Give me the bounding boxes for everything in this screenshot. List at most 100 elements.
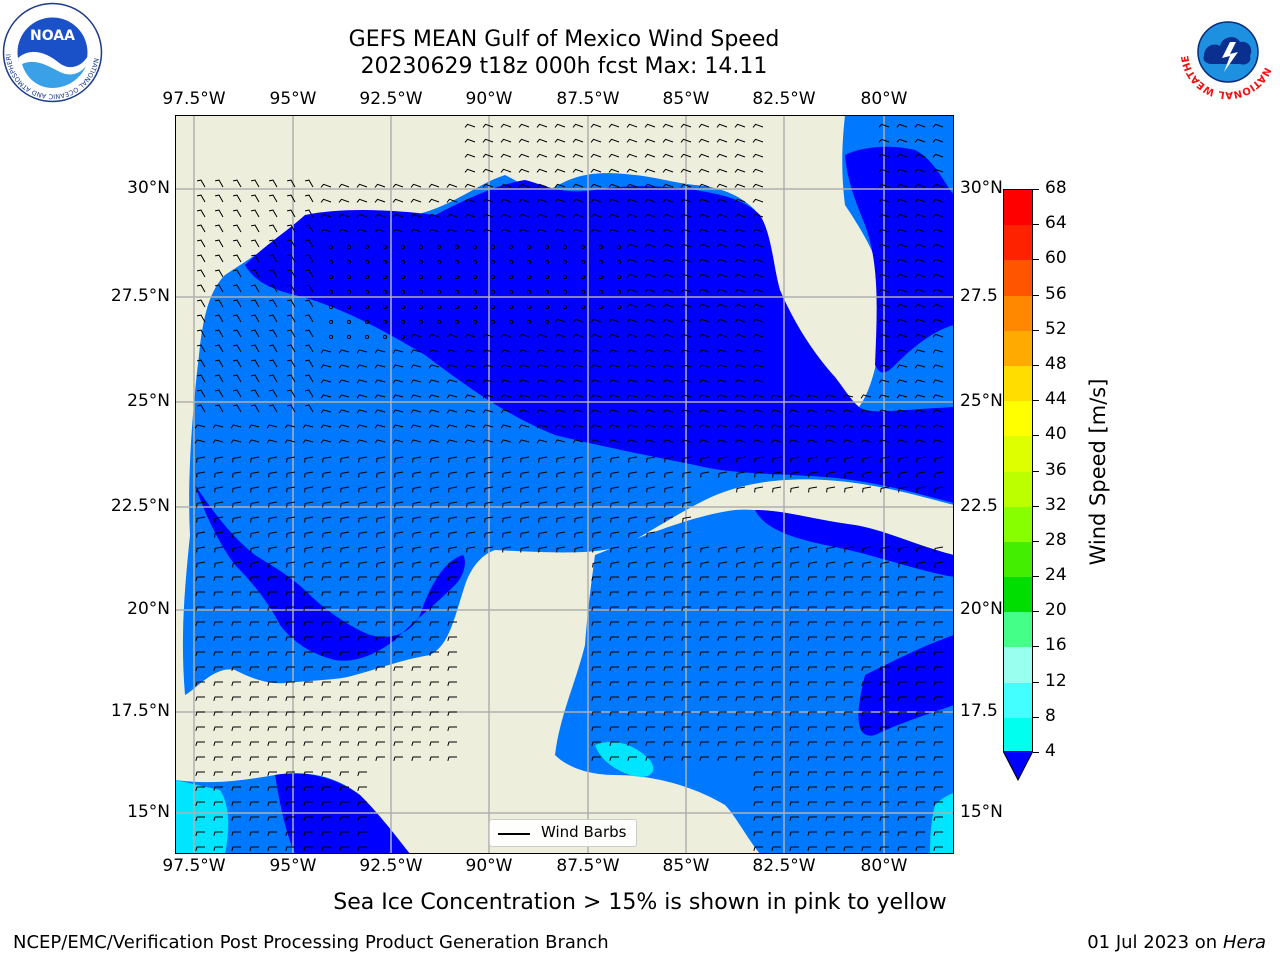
wind-barb — [502, 531, 512, 538]
wind-barb — [428, 409, 440, 414]
wind-barb — [464, 379, 476, 384]
wind-barb — [753, 606, 763, 611]
wind-barb — [843, 816, 853, 821]
wind-barb — [717, 666, 727, 671]
wind-barb — [400, 244, 406, 250]
wind-barb — [932, 288, 944, 293]
wind-barb — [392, 439, 404, 444]
wind-barb — [572, 409, 584, 414]
wind-barb — [861, 831, 871, 836]
wind-barb — [232, 531, 242, 538]
wind-barb — [716, 213, 728, 218]
wind-barb — [267, 801, 277, 806]
wind-barb — [249, 846, 259, 851]
wind-barb — [340, 501, 350, 508]
wind-barb — [213, 711, 223, 716]
wind-barb — [734, 333, 746, 338]
wind-barb — [213, 741, 223, 746]
wind-barb — [518, 364, 530, 369]
wind-barb — [861, 591, 871, 596]
wind-barb — [717, 591, 727, 596]
wind-barb — [374, 213, 386, 218]
wind-barb — [933, 816, 943, 821]
wind-barb — [536, 228, 548, 233]
wind-barb — [591, 621, 601, 626]
lat-tick-right: 27.5 — [960, 286, 998, 306]
wind-barb — [482, 333, 494, 338]
wind-barb — [627, 591, 637, 596]
wind-barb — [753, 621, 763, 626]
wind-barb — [590, 394, 602, 399]
wind-barb — [861, 741, 871, 746]
wind-barb — [393, 576, 403, 581]
wind-barb — [826, 471, 836, 478]
wind-barb — [464, 228, 476, 233]
wind-barb — [662, 228, 674, 233]
wind-barb — [933, 771, 943, 776]
wind-barb — [375, 681, 385, 686]
wind-barb — [429, 636, 439, 641]
wind-barb — [843, 636, 853, 641]
lat-tick-left: 27.5°N — [110, 286, 170, 306]
wind-barb — [376, 471, 386, 478]
wind-barb — [490, 289, 496, 295]
wind-barb — [286, 486, 296, 493]
wind-barb — [554, 379, 566, 384]
wind-barb — [698, 213, 710, 218]
wind-barb — [896, 243, 908, 248]
wind-barb — [752, 394, 764, 399]
wind-barb — [826, 561, 836, 568]
wind-barb — [267, 711, 277, 716]
wind-barb — [285, 636, 295, 641]
wind-barb — [285, 816, 295, 821]
wind-barb — [878, 288, 890, 293]
wind-barb — [286, 224, 296, 233]
wind-barb — [878, 123, 890, 128]
wind-barb — [231, 576, 241, 581]
wind-barb — [328, 274, 334, 280]
wind-barb — [644, 213, 656, 218]
wind-barb — [933, 846, 943, 851]
wind-barb — [374, 228, 386, 233]
wind-barb — [375, 606, 385, 611]
wind-barb — [231, 606, 241, 611]
wind-barb — [500, 228, 512, 233]
wind-barb — [807, 816, 817, 821]
wind-barb — [933, 681, 943, 686]
wind-barb — [680, 318, 692, 323]
wind-barb — [508, 289, 514, 295]
wind-barb — [896, 409, 908, 414]
wind-barb — [328, 319, 334, 325]
wind-barb — [358, 486, 368, 493]
lat-tick-left: 20°N — [127, 599, 170, 619]
wind-barb — [268, 269, 278, 278]
wind-barb — [664, 456, 674, 463]
wind-barb — [266, 439, 278, 444]
wind-barb — [716, 168, 728, 173]
wind-barb — [356, 228, 368, 233]
wind-barb — [626, 183, 638, 188]
colorbar-tick-label: 68 — [1045, 178, 1067, 198]
wind-barb — [734, 349, 746, 354]
wind-barb — [375, 711, 385, 716]
wind-barb — [616, 244, 622, 250]
wind-barb — [844, 456, 854, 463]
wind-barb — [734, 439, 746, 444]
wind-barb — [285, 696, 295, 701]
higher-wind-southeast — [930, 793, 954, 854]
wind-barb — [896, 153, 908, 158]
wind-barb — [753, 756, 763, 761]
wind-barb — [645, 591, 655, 596]
wind-barb — [448, 546, 458, 553]
wind-barb — [628, 501, 638, 508]
wind-barb — [321, 786, 331, 791]
wind-barb — [196, 471, 206, 478]
wind-barb — [771, 726, 781, 731]
lat-tick-right: 17.5 — [960, 701, 998, 721]
wind-barb — [518, 183, 530, 188]
wind-barb — [250, 374, 260, 383]
wind-barb — [878, 213, 890, 218]
wind-barb — [807, 681, 817, 686]
wind-barb — [663, 696, 673, 701]
wind-barb — [358, 531, 368, 538]
